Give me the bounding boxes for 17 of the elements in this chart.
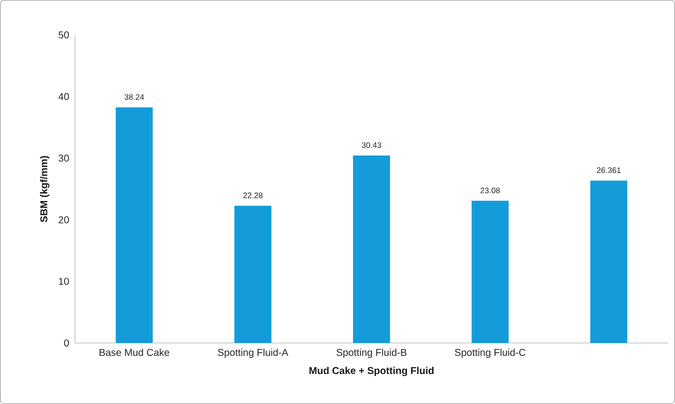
y-axis-title: SBM (kgf/mm) — [40, 156, 50, 222]
x-axis-title: Mud Cake + Spotting Fluid — [309, 366, 434, 376]
y-tick-label: 50 — [58, 31, 69, 38]
bar — [353, 156, 390, 344]
bar — [234, 206, 272, 344]
x-tick-label: Spotting Fluid-C — [454, 348, 526, 358]
x-tick-label: Spotting Fluid-B — [336, 348, 406, 358]
bar — [472, 200, 509, 344]
bar — [590, 180, 628, 344]
bar — [116, 107, 153, 344]
y-tick-label: 30 — [58, 154, 69, 162]
y-tick-label: 20 — [58, 216, 69, 224]
y-tick-label: 10 — [58, 278, 69, 285]
x-tick-label: Base Mud Cake — [100, 348, 170, 356]
y-tick-label: 40 — [58, 93, 69, 100]
y-tick-label: 0 — [64, 340, 69, 347]
x-tick-label: Spotting Fluid-A — [218, 348, 288, 358]
